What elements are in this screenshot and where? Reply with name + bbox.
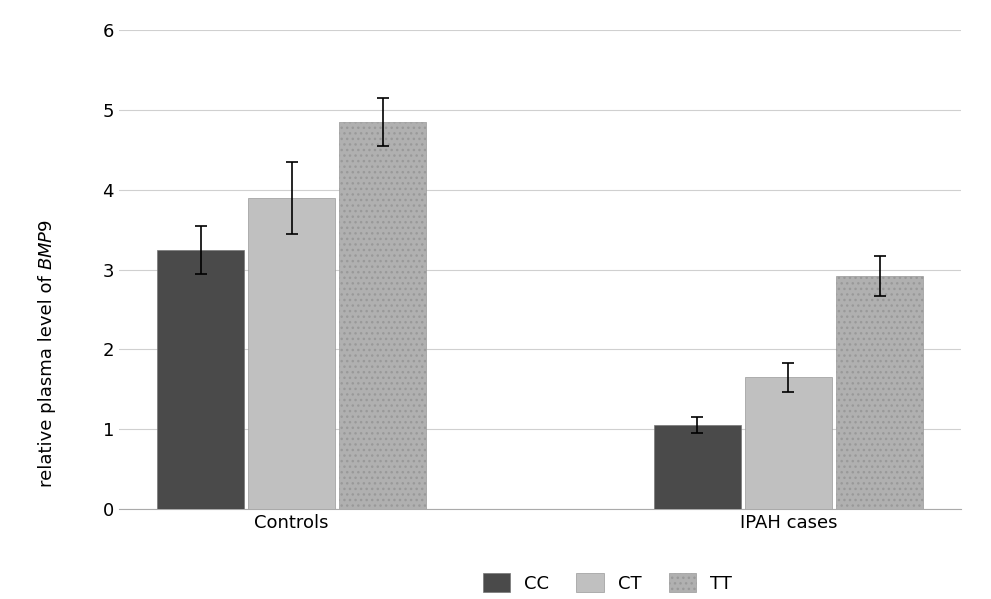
Bar xyxy=(249,198,335,509)
Text: relative plasma level of: relative plasma level of xyxy=(39,270,56,487)
Bar xyxy=(339,122,426,509)
Legend: CC, CT, TT: CC, CT, TT xyxy=(476,566,739,599)
Bar xyxy=(836,276,923,509)
Bar xyxy=(745,377,831,509)
Text: $\it{BMP9}$: $\it{BMP9}$ xyxy=(39,219,56,270)
Bar xyxy=(158,250,244,509)
Bar xyxy=(654,425,741,509)
